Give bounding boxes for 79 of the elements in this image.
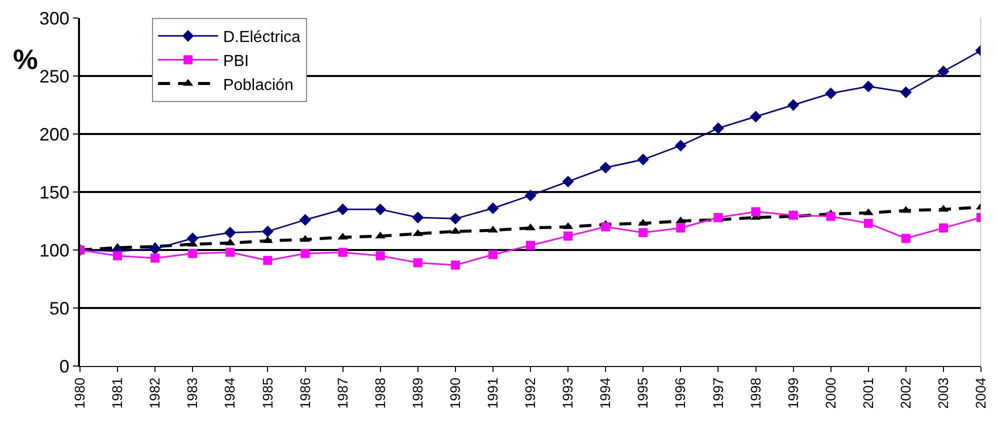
legend-label: D.Eléctrica [223,29,301,46]
x-tick-label: 1991 [484,377,501,409]
x-tick-label: 1987 [334,377,350,409]
point [564,232,573,241]
x-tick-label: 1992 [522,377,538,409]
x-tick-label: 1982 [146,377,163,409]
point [751,207,760,216]
point [450,260,460,270]
point [826,212,836,221]
point [413,258,422,268]
x-tick-label: 1988 [372,377,388,409]
point [900,86,912,98]
point [263,256,272,265]
point [150,254,160,263]
x-tick-label: 1990 [446,377,463,409]
x-tick-label: 1981 [109,377,126,409]
y-tick-label: 300 [39,8,70,28]
x-tick-label: 1983 [184,377,200,409]
y-tick-label: 200 [39,124,70,144]
point [113,251,122,260]
point [412,212,424,224]
x-tick-label: 2001 [860,377,876,409]
point [526,240,535,250]
point [562,176,574,188]
point [338,248,348,257]
point [862,80,874,92]
point [336,204,349,216]
x-tick-label: 1999 [784,377,801,409]
x-tick-label: 1995 [634,377,651,409]
point [149,242,161,255]
x-tick-label: 1998 [747,377,764,409]
point [450,212,462,225]
y-tick-label: 50 [49,298,70,318]
point [224,226,236,238]
y-tick-label: 150 [39,182,70,202]
y-tick-label: 100 [39,240,70,260]
point [601,222,610,232]
x-tick-label: 2002 [897,377,914,409]
y-tick-label: 250 [39,66,70,86]
point [712,122,724,134]
point [374,204,386,216]
point [524,190,536,202]
point [824,88,837,100]
x-tick-label: 1989 [409,377,426,409]
point [938,66,950,78]
y-axis-title: % [13,44,38,75]
point [787,99,800,111]
x-tick-label: 1993 [560,377,576,409]
legend-label: PBI [223,52,249,70]
point [638,228,648,238]
x-tick-label: 1996 [672,377,688,409]
x-tick-label: 2003 [935,377,952,409]
point [488,250,498,260]
x-tick-label: 2004 [972,377,989,409]
x-tick-label: 2000 [822,377,838,409]
y-tick-label: 0 [59,356,70,376]
point [188,248,198,258]
point [600,162,612,174]
point [750,110,762,122]
point [186,232,198,244]
x-tick-label: 1980 [72,377,88,409]
point [299,214,312,226]
point [938,223,948,232]
point [676,223,686,232]
point [226,248,235,257]
x-tick-label: 1986 [296,377,313,409]
point [901,234,910,243]
x-tick-label: 1985 [259,377,276,409]
point [376,251,385,260]
point [262,226,274,238]
point [674,140,687,152]
point [637,154,649,166]
x-tick-label: 1984 [222,377,238,409]
point [487,202,499,214]
x-tick-label: 1994 [597,377,614,409]
legend-label: Población [223,76,294,94]
point [864,218,873,228]
x-tick-label: 1997 [710,377,726,409]
point [300,248,310,258]
